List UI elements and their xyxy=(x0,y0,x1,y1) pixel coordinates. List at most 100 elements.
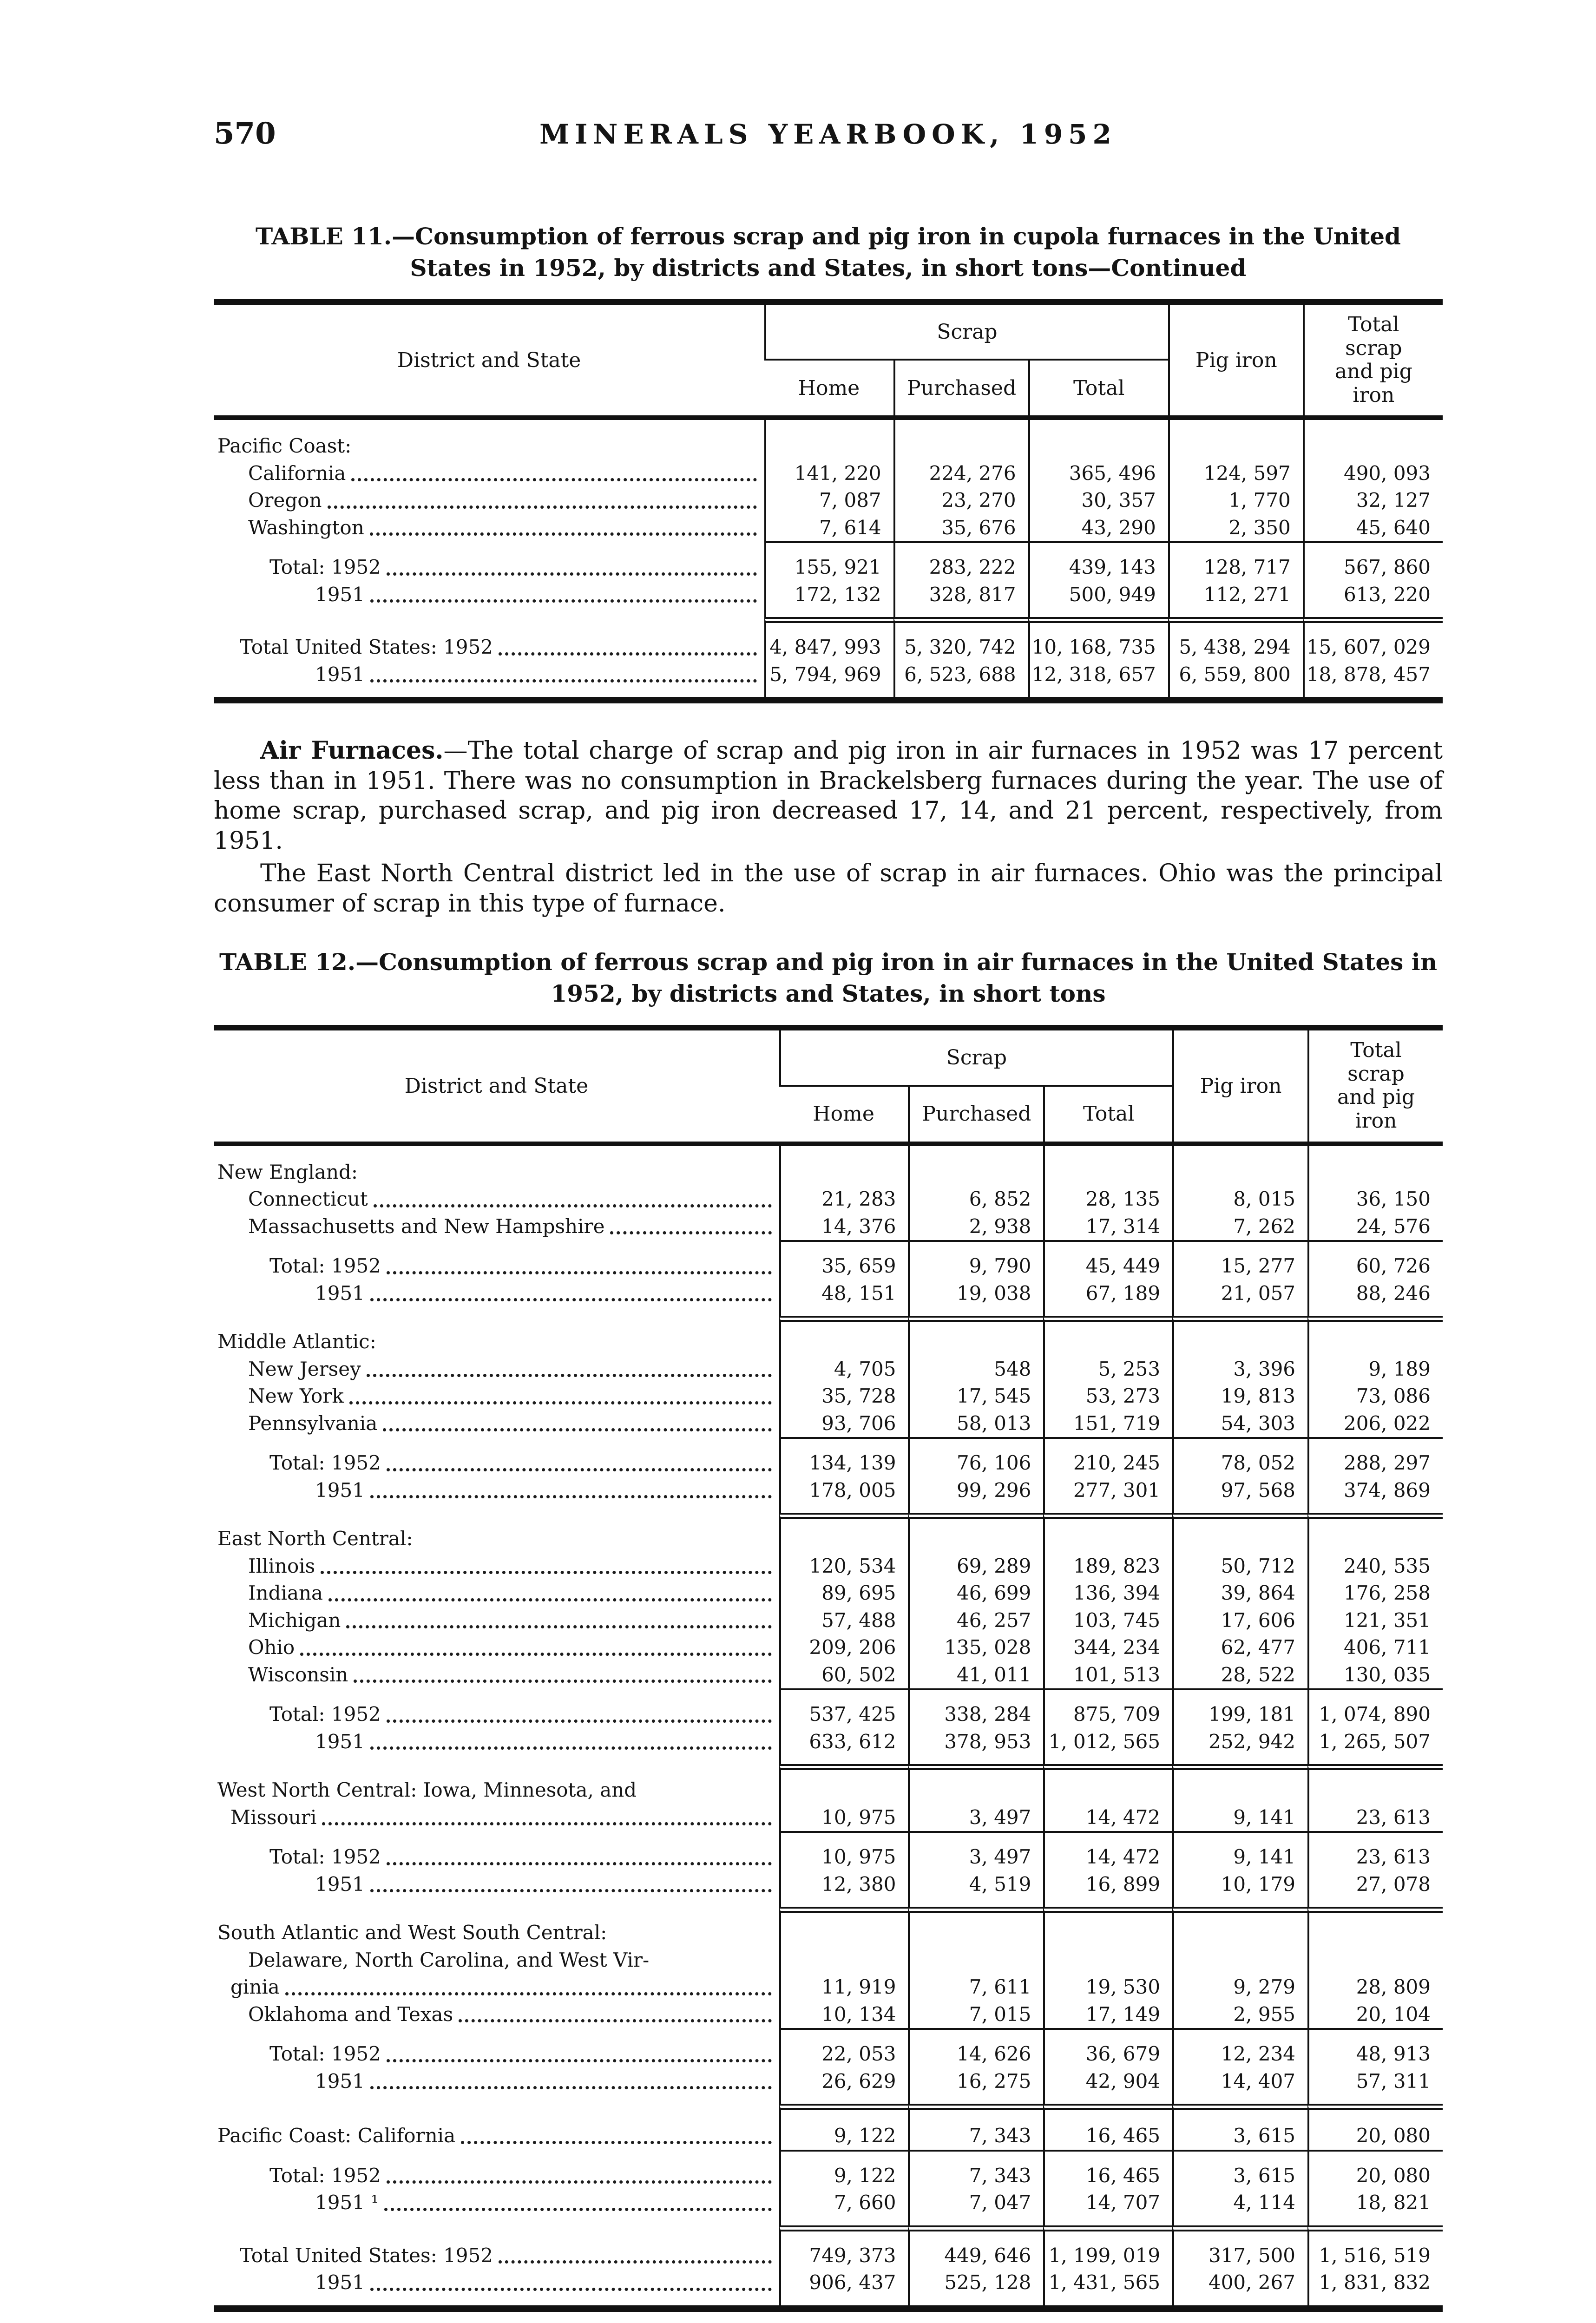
value-cell: 7, 611 xyxy=(908,1974,1043,2001)
value-cell: 30, 357 xyxy=(1028,487,1168,514)
table-row: West North Central: Iowa, Minnesota, and xyxy=(214,1764,1443,1804)
value-cell: 9, 141 xyxy=(1172,1831,1308,1871)
value-cell: 20, 080 xyxy=(1307,2149,1443,2190)
value-cell: 288, 297 xyxy=(1307,1437,1443,1477)
table-row: Illinois 120, 534 69, 289 189, 823 50, 712 24… xyxy=(214,1552,1443,1580)
row-label: Indiana xyxy=(214,1580,779,1607)
table-12: District and State Scrap Pig iron Total … xyxy=(214,1025,1443,2312)
value-cell: 10, 975 xyxy=(779,1804,908,1831)
table-row: Total: 1952 155, 921 283, 222 439, 143 128, … xyxy=(214,541,1443,581)
value-cell: 26, 629 xyxy=(779,2067,908,2104)
value-cell: 62, 477 xyxy=(1172,1634,1307,1661)
paragraph-air-furnaces: Air Furnaces.—The total charge of scrap … xyxy=(214,736,1443,856)
value-cell: 151, 719 xyxy=(1043,1410,1172,1437)
row-label: Total: 1952 xyxy=(214,2028,779,2068)
row-label: California xyxy=(214,460,764,487)
empty-cell xyxy=(908,1907,1044,1947)
value-cell: 328, 817 xyxy=(893,581,1028,617)
value-cell: 23, 613 xyxy=(1307,1831,1443,1871)
row-label: Massachusetts and New Hampshire xyxy=(214,1213,779,1240)
empty-cell xyxy=(1307,1764,1443,1804)
table-row: Washington 7, 614 35, 676 43, 290 2, 350 45, … xyxy=(214,514,1443,542)
table-row: South Atlantic and West South Central: xyxy=(214,1907,1443,1947)
value-cell: 199, 181 xyxy=(1172,1688,1308,1728)
value-cell: 99, 296 xyxy=(908,1476,1043,1513)
table-row: Pennsylvania 93, 706 58, 013 151, 719 54, 30… xyxy=(214,1410,1443,1437)
row-label: Wisconsin xyxy=(214,1661,779,1689)
value-cell: 19, 813 xyxy=(1172,1383,1307,1410)
empty-cell xyxy=(1307,1907,1443,1947)
value-cell: 35, 728 xyxy=(779,1383,908,1410)
dot-leader xyxy=(349,1401,772,1404)
table-11-title: TABLE 11.—Consumption of ferrous scrap a… xyxy=(255,223,1401,282)
value-cell: 39, 864 xyxy=(1172,1580,1307,1607)
value-cell: 54, 303 xyxy=(1172,1410,1307,1437)
value-cell: 24, 576 xyxy=(1307,1213,1443,1240)
value-cell: 50, 712 xyxy=(1172,1552,1307,1580)
empty-cell xyxy=(1307,1946,1443,1974)
value-cell: 1, 770 xyxy=(1168,487,1303,514)
empty-cell xyxy=(1043,1946,1172,1974)
value-cell: 23, 270 xyxy=(893,487,1028,514)
value-cell: 76, 106 xyxy=(908,1437,1044,1477)
row-label: 1951 ¹ xyxy=(214,2189,779,2225)
value-cell: 9, 189 xyxy=(1307,1355,1443,1383)
table-row: Delaware, North Carolina, and West Vir- xyxy=(214,1946,1443,1974)
dot-leader xyxy=(386,1862,772,1865)
table-row: Total: 1952 22, 053 14, 626 36, 679 12, 234 4… xyxy=(214,2028,1443,2068)
row-label: Middle Atlantic: xyxy=(217,1330,376,1353)
value-cell: 1, 265, 507 xyxy=(1307,1728,1443,1765)
value-cell: 6, 559, 800 xyxy=(1168,661,1303,697)
value-cell: 97, 568 xyxy=(1172,1476,1307,1513)
value-cell: 36, 150 xyxy=(1307,1186,1443,1213)
empty-cell xyxy=(908,1146,1043,1186)
dot-leader xyxy=(498,2260,772,2264)
empty-cell xyxy=(1043,1907,1173,1947)
value-cell: 252, 942 xyxy=(1172,1728,1307,1765)
empty-cell xyxy=(779,1764,908,1804)
value-cell: 15, 607, 029 xyxy=(1302,617,1443,661)
column-header-scrap-group: Scrap xyxy=(764,305,1168,361)
value-cell: 14, 707 xyxy=(1043,2189,1172,2225)
value-cell: 4, 519 xyxy=(908,1870,1043,1907)
value-cell: 1, 516, 519 xyxy=(1307,2225,1443,2270)
empty-cell xyxy=(779,1907,908,1947)
value-cell: 4, 114 xyxy=(1172,2189,1307,2225)
value-cell: 224, 276 xyxy=(893,459,1028,487)
value-cell: 10, 168, 735 xyxy=(1028,617,1168,661)
dot-leader xyxy=(386,2059,772,2062)
value-cell: 120, 534 xyxy=(779,1552,908,1580)
empty-cell xyxy=(779,1316,908,1356)
empty-cell xyxy=(893,420,1028,460)
value-cell: 112, 271 xyxy=(1168,581,1303,617)
value-cell: 6, 852 xyxy=(908,1186,1043,1213)
column-header-district: District and State xyxy=(214,305,765,420)
book-title: MINERALS YEARBOOK, 1952 xyxy=(539,118,1117,150)
value-cell: 60, 502 xyxy=(779,1661,908,1689)
empty-cell xyxy=(1302,420,1443,460)
value-cell: 11, 919 xyxy=(779,1974,908,2001)
value-cell: 60, 726 xyxy=(1307,1240,1443,1280)
value-cell: 548 xyxy=(908,1355,1043,1383)
empty-cell xyxy=(1043,1146,1172,1186)
value-cell: 18, 821 xyxy=(1307,2189,1443,2225)
value-cell: 7, 015 xyxy=(908,2001,1043,2028)
value-cell: 16, 899 xyxy=(1043,1870,1172,1907)
table-row: Total: 1952 134, 139 76, 106 210, 245 78, 05… xyxy=(214,1437,1443,1477)
empty-cell xyxy=(1172,1764,1308,1804)
empty-cell xyxy=(1172,1146,1307,1186)
row-label: Michigan xyxy=(214,1607,779,1634)
empty-cell xyxy=(1172,1946,1307,1974)
value-cell: 121, 351 xyxy=(1307,1607,1443,1634)
value-cell: 57, 488 xyxy=(779,1607,908,1634)
value-cell: 9, 790 xyxy=(908,1240,1044,1280)
dot-leader xyxy=(373,1204,772,1207)
value-cell: 12, 234 xyxy=(1172,2028,1308,2068)
value-cell: 525, 128 xyxy=(908,2269,1043,2305)
table-row: New York 35, 728 17, 545 53, 273 19, 813 73, … xyxy=(214,1383,1443,1410)
dot-leader xyxy=(386,1468,772,1471)
empty-cell xyxy=(1043,1316,1173,1356)
value-cell: 57, 311 xyxy=(1307,2067,1443,2104)
value-cell: 9, 122 xyxy=(779,2104,908,2150)
table-row: 1951 48, 151 19, 038 67, 189 21, 057 88, 246 xyxy=(214,1280,1443,1316)
